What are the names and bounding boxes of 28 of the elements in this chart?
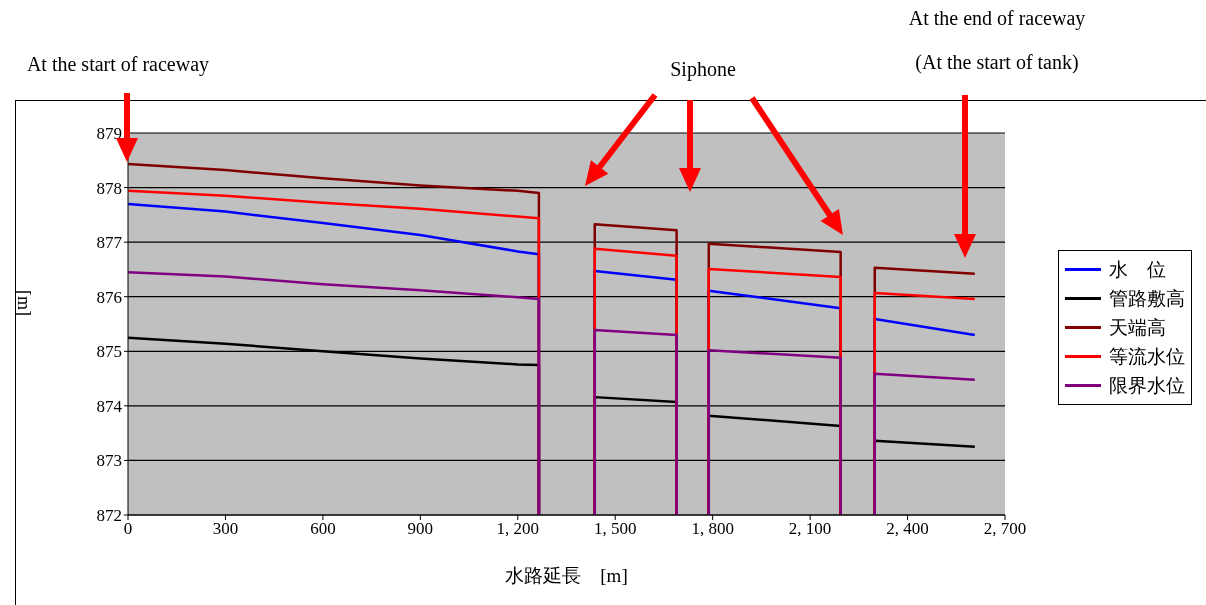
legend-label: 等流水位 xyxy=(1109,344,1185,369)
legend-label: 管路敷高 xyxy=(1109,286,1185,311)
x-tick-label: 0 xyxy=(123,519,133,539)
y-tick-label: 873 xyxy=(96,451,122,471)
x-tick-label: 1, 500 xyxy=(593,519,637,539)
y-tick-label: 876 xyxy=(96,287,122,307)
y-tick-label: 878 xyxy=(96,178,122,198)
x-tick-label: 2, 400 xyxy=(886,519,929,539)
x-axis-title: 水路延長 [m] xyxy=(504,564,629,588)
x-tick-label: 900 xyxy=(407,519,434,539)
y-tick-label: 872 xyxy=(96,506,122,526)
y-tick-label: 879 xyxy=(96,124,122,144)
legend-label: 天端高 xyxy=(1109,315,1166,340)
x-tick-label: 1, 800 xyxy=(691,519,734,539)
text: At the end of raceway xyxy=(907,7,1087,30)
text: (At the start of tank) xyxy=(914,51,1080,74)
legend-label: 限界水位 xyxy=(1109,373,1185,398)
text: Siphone xyxy=(669,58,737,81)
x-tick-label: 300 xyxy=(212,519,239,539)
x-tick-label: 2, 700 xyxy=(983,519,1027,539)
x-tick-label: 1, 200 xyxy=(496,519,540,539)
y-tick-label: 874 xyxy=(96,396,123,416)
legend-label: 水 位 xyxy=(1109,257,1166,282)
y-tick-label: 875 xyxy=(96,342,122,362)
x-tick-label: 2, 100 xyxy=(788,519,832,539)
text: At the start of raceway xyxy=(25,53,211,76)
y-tick-label: 877 xyxy=(96,233,123,253)
x-tick-label: 600 xyxy=(310,519,336,539)
